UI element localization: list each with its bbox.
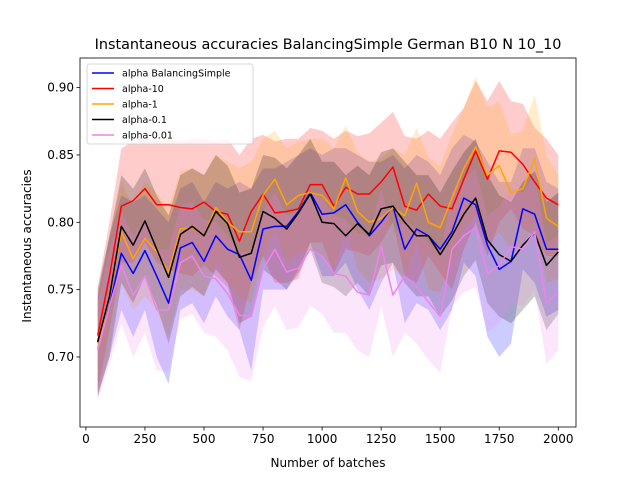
axes: 0 250 500 750 1000 1250 1500 1750 2000 0.70 0.75 0.…: [47, 57, 577, 446]
series-band-2: [97, 76, 559, 398]
legend: alpha BalancingSimple alpha-10 alpha-1 alph…: [86, 63, 254, 145]
y-tick-label: 0.70: [47, 350, 74, 364]
series-band-1: [97, 80, 559, 391]
y-tick-label: 0.80: [47, 215, 74, 229]
x-tick-label: 1500: [425, 432, 456, 446]
x-tick-label: 2000: [543, 432, 574, 446]
series-line-3: [96, 193, 559, 343]
series-band-4: [97, 168, 559, 401]
legend-label-2: alpha-1: [122, 100, 158, 111]
plot-frame: [79, 57, 577, 428]
x-tick-label: 1000: [307, 432, 338, 446]
x-tick-label: 1750: [484, 432, 515, 446]
y-tick-label: 0.75: [47, 283, 74, 297]
y-tick-label: 0.85: [47, 148, 74, 162]
series-line-2: [96, 146, 559, 350]
series-line-4: [96, 226, 559, 351]
x-tick-label: 1250: [366, 432, 397, 446]
chart-title: Instantaneous accuracies BalancingSimple…: [95, 37, 562, 53]
legend-label-4: alpha-0.01: [122, 131, 173, 142]
y-tick-label: 0.90: [47, 81, 74, 95]
series-line-0: [96, 191, 559, 342]
legend-label-3: alpha-0.1: [122, 115, 167, 126]
legend-box: [86, 63, 254, 145]
y-axis-label: Instantaneous accuracies: [20, 169, 34, 322]
x-axis-label: Number of batches: [271, 456, 386, 470]
x-tick-label: 750: [252, 432, 275, 446]
legend-label-0: alpha BalancingSimple: [122, 69, 231, 80]
confidence-bands: [97, 76, 559, 401]
series-line-1: [96, 150, 559, 336]
x-tick-label: 500: [193, 432, 216, 446]
legend-label-1: alpha-10: [122, 84, 164, 95]
x-tick-label: 0: [82, 432, 90, 446]
x-tick-label: 250: [133, 432, 156, 446]
series-band-0: [97, 134, 559, 398]
series-band-3: [97, 138, 559, 395]
series-lines: [96, 146, 559, 351]
